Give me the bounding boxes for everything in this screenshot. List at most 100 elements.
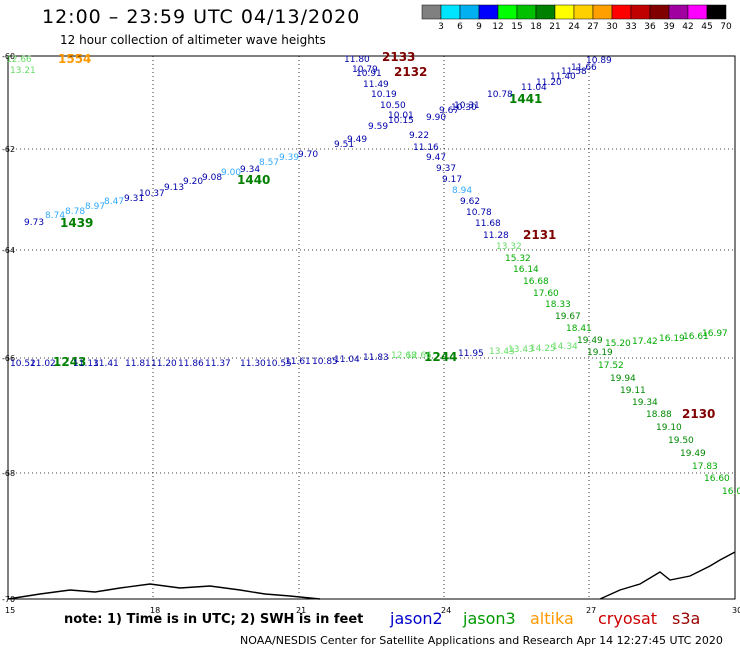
scale-swatch [421,4,442,20]
wave-height-value: 9.59 [368,122,388,132]
wave-height-value: 9.08 [202,173,222,183]
scale-label: 70 [720,22,732,32]
wave-height-value: 18.41 [566,324,592,334]
wave-height-value: 19.94 [610,374,636,384]
wave-height-value: 16.14 [513,265,539,275]
pass-time-label: 2132 [394,65,427,79]
scale-swatch [459,4,480,20]
wave-height-value: 9.39 [279,153,299,163]
wave-height-value: 16.68 [523,277,549,287]
pass-time-label: 2133 [382,50,415,64]
wave-height-value: 10.19 [371,90,397,100]
wave-height-value: 10.89 [586,56,612,66]
wave-height-value: 19.67 [555,312,581,322]
scale-swatch [535,4,556,20]
wave-height-value: 16.97 [702,329,728,339]
wave-height-value: 8.78 [65,207,85,217]
wave-height-value: 10.85 [312,357,338,367]
wave-height-value: 10.31 [454,101,480,111]
wave-height-value: 17.42 [632,337,658,347]
wave-height-value: 19.10 [656,423,682,433]
scale-swatch [497,4,518,20]
scale-swatch [630,4,651,20]
coastline [7,551,736,600]
lon-label: 15 [5,606,15,615]
pass-time-label: 1554 [58,52,91,66]
scale-label: 21 [549,22,561,32]
scale-label: 36 [644,22,656,32]
wave-height-value: 11.80 [344,55,370,65]
legend-cryosat: cryosat [598,609,658,628]
wave-height-value: 13.32 [496,242,522,252]
wave-height-value: 8.97 [85,202,105,212]
wave-height-value: 11.81 [125,359,151,369]
wave-height-value: 9.00 [221,168,241,178]
legend-altika: altika [530,609,574,628]
map-frame [7,55,736,600]
wave-height-value: 10.78 [466,208,492,218]
lon-label: 30 [732,606,740,615]
wave-height-value: 11.30 [240,359,266,369]
wave-height-value: 11.66 [571,63,597,73]
scale-label: 6 [457,22,463,32]
lat-label: -66 [2,354,15,363]
lon-label: 27 [586,606,596,615]
wave-height-value: 11.83 [363,353,389,363]
wave-height-value: 9.20 [183,177,203,187]
scale-label: 3 [438,22,444,32]
wave-height-value: 11.20 [151,359,177,369]
wave-height-value: 17.52 [598,361,624,371]
wave-height-value: 9.17 [442,175,462,185]
pass-time-label: 1441 [509,92,542,106]
scale-label: 27 [587,22,599,32]
wave-height-value: 11.68 [475,219,501,229]
wave-height-value: 10.01 [388,111,414,121]
scale-swatch [573,4,594,20]
scale-swatch [516,4,537,20]
wave-height-value: 10.15 [388,116,414,126]
wave-height-value: 15.32 [505,254,531,264]
scale-label: 24 [568,22,580,32]
scale-label: 18 [530,22,542,32]
scale-label: 15 [511,22,523,32]
wave-height-value: 10.55 [266,359,292,369]
wave-height-value: 11.28 [483,231,509,241]
map-subtitle: 12 hour collection of altimeter wave hei… [60,33,326,47]
pass-time-label: 1440 [237,173,270,187]
wave-height-value: 11.04 [334,355,360,365]
wave-height-value: 13.43 [489,347,515,357]
wave-height-value: 16.19 [659,334,685,344]
wave-height-value: 12.66 [6,55,32,65]
lat-label: -64 [2,246,15,255]
scale-label: 30 [606,22,618,32]
wave-height-value: 11.41 [93,359,119,369]
wave-height-value: 12.68 [391,351,417,361]
wave-height-value: 10.37 [139,189,165,199]
scale-label: 9 [476,22,482,32]
wave-height-value: 11.86 [178,359,204,369]
pass-time-label: 1244 [424,350,457,364]
wave-height-value: 19.11 [620,386,646,396]
wave-height-value: 13.43 [508,345,534,355]
wave-height-value: 15.20 [605,339,631,349]
wave-height-value: 10.50 [380,101,406,111]
scale-swatch [649,4,670,20]
wave-height-value: 11.58 [561,67,587,77]
legend-s3a: s3a [672,609,701,628]
wave-height-value: 16.61 [683,332,709,342]
wave-height-value: 18.33 [545,300,571,310]
scale-swatch [706,4,727,20]
wave-height-value: 10.52 [10,359,36,369]
wave-height-value: 11.04 [521,83,547,93]
wave-height-value: 16.0 [722,487,740,497]
wave-height-value: 19.19 [587,348,613,358]
wave-height-value: 12.66 [406,351,432,361]
wave-height-value: 11.13 [73,359,99,369]
wave-height-value: 9.67 [439,106,459,116]
wave-height-value: 9.90 [426,113,446,123]
wave-height-value: 19.50 [668,436,694,446]
wave-height-value: 17.60 [533,289,559,299]
scale-swatch [440,4,461,20]
lon-label: 18 [150,606,160,615]
wave-height-value: 14.34 [552,342,578,352]
